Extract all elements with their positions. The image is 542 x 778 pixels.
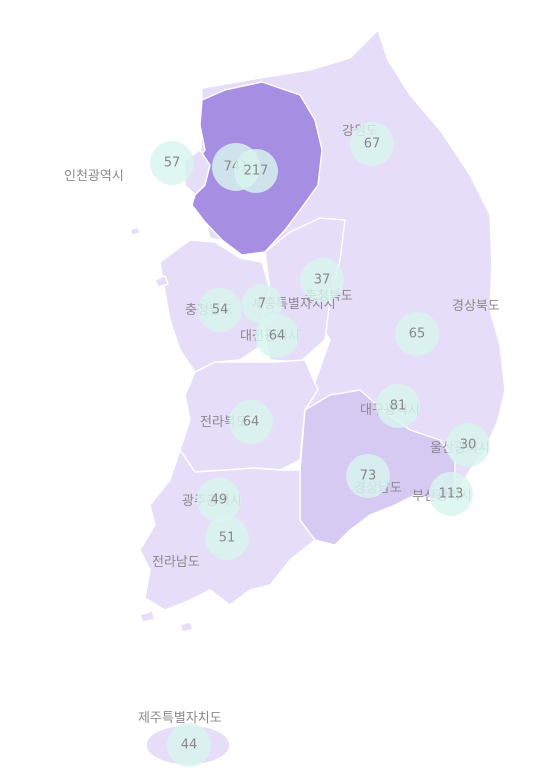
bubble-circle-gyeongbuk[interactable] xyxy=(395,312,439,356)
bubble-value-gangwon: 67 xyxy=(364,137,381,152)
bubble-value-gyeonggi: 217 xyxy=(244,164,269,179)
island-shape xyxy=(154,275,169,288)
bubble-circle-jeju[interactable] xyxy=(167,723,211,767)
bubble-gyeongbuk[interactable]: 65 xyxy=(395,312,439,356)
bubble-chungnam[interactable]: 54 xyxy=(198,288,242,332)
bubble-circle-incheon[interactable] xyxy=(150,141,194,185)
island-shape xyxy=(139,610,156,623)
bubble-gwangju[interactable]: 49 xyxy=(197,478,241,522)
bubble-circle-busan[interactable] xyxy=(429,472,473,516)
region-label-gyeongbuk: 경상북도 xyxy=(452,299,500,314)
bubble-value-daegu: 81 xyxy=(390,399,407,414)
bubble-value-jeonbuk: 64 xyxy=(243,415,260,430)
bubble-value-jeonnam: 51 xyxy=(219,531,236,546)
bubble-daejeon[interactable]: 64 xyxy=(255,314,299,358)
bubble-busan[interactable]: 113 xyxy=(429,472,473,516)
bubble-circle-sejong[interactable] xyxy=(242,284,282,324)
bubble-jeju[interactable]: 44 xyxy=(167,723,211,767)
region-label-jeju: 제주특별자치도 xyxy=(138,711,222,726)
bubble-chungbuk[interactable]: 37 xyxy=(300,258,344,302)
bubble-value-gwangju: 49 xyxy=(211,493,228,508)
bubble-value-gyeongnam: 73 xyxy=(360,469,377,484)
bubble-circle-gyeongnam[interactable] xyxy=(346,454,390,498)
bubble-value-chungbuk: 37 xyxy=(314,273,331,288)
bubble-value-daejeon: 64 xyxy=(269,329,286,344)
bubble-circle-chungnam[interactable] xyxy=(198,288,242,332)
bubble-circle-daejeon[interactable] xyxy=(255,314,299,358)
bubble-value-ulsan: 30 xyxy=(460,438,477,453)
bubble-gangwon[interactable]: 67 xyxy=(350,122,394,166)
bubble-ulsan[interactable]: 30 xyxy=(446,423,490,467)
bubble-gyeongnam[interactable]: 73 xyxy=(346,454,390,498)
bubble-jeonnam[interactable]: 51 xyxy=(205,516,249,560)
bubble-circle-jeonnam[interactable] xyxy=(205,516,249,560)
bubble-value-incheon: 57 xyxy=(164,156,181,171)
bubble-gyeonggi[interactable]: 217 xyxy=(234,149,278,193)
bubble-value-busan: 113 xyxy=(439,487,464,502)
bubble-value-sejong: 7 xyxy=(258,297,266,312)
region-label-incheon: 인천광역시 xyxy=(64,169,124,184)
bubble-circle-jeonbuk[interactable] xyxy=(229,400,273,444)
region-label-jeonnam: 전라남도 xyxy=(152,555,200,570)
bubble-value-chungnam: 54 xyxy=(212,303,229,318)
bubble-circle-gangwon[interactable] xyxy=(350,122,394,166)
bubble-value-jeju: 44 xyxy=(181,738,198,753)
bubble-value-gyeongbuk: 65 xyxy=(409,327,426,342)
bubble-circle-ulsan[interactable] xyxy=(446,423,490,467)
province-layer xyxy=(129,28,506,766)
island-shape xyxy=(179,621,194,633)
bubble-sejong[interactable]: 7 xyxy=(242,284,282,324)
bubble-circle-gyeonggi[interactable] xyxy=(234,149,278,193)
bubble-layer: 577412176737547646581643073113495144 xyxy=(150,122,490,767)
bubble-circle-gwangju[interactable] xyxy=(197,478,241,522)
bubble-jeonbuk[interactable]: 64 xyxy=(229,400,273,444)
bubble-daegu[interactable]: 81 xyxy=(376,384,420,428)
bubble-circle-daegu[interactable] xyxy=(376,384,420,428)
island-shape xyxy=(129,226,141,236)
bubble-circle-chungbuk[interactable] xyxy=(300,258,344,302)
bubble-incheon[interactable]: 57 xyxy=(150,141,194,185)
